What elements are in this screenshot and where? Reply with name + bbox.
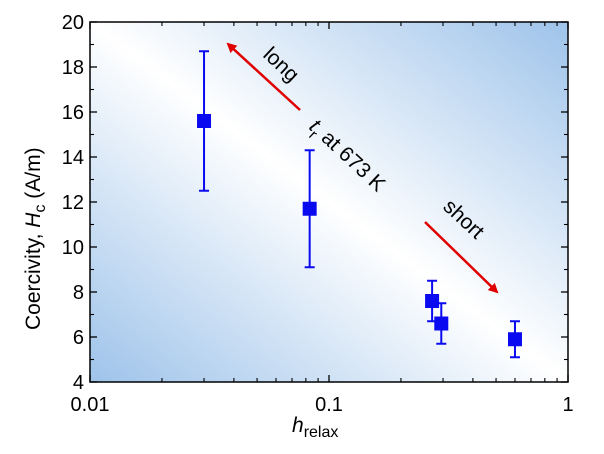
x-tick-labels: 0.01 0.1 1 — [71, 394, 574, 416]
y-tick-label: 6 — [73, 327, 84, 349]
y-tick-labels: 4 6 8 10 12 14 16 18 20 — [62, 12, 84, 394]
y-tick-label: 10 — [62, 237, 84, 259]
y-tick-label: 8 — [73, 282, 84, 304]
y-tick-label: 16 — [62, 102, 84, 124]
data-point-marker — [507, 332, 522, 347]
data-point-marker — [197, 114, 212, 128]
x-tick-label: 0.01 — [71, 394, 110, 416]
short-arrow — [424, 221, 499, 294]
y-axis-title-sub: c — [32, 205, 49, 213]
y-tick-label: 18 — [62, 57, 84, 79]
data-point-marker — [425, 294, 440, 308]
y-axis-title-main: Coercivity, — [22, 228, 45, 330]
y-tick-label: 14 — [62, 147, 84, 169]
x-axis-title-sub: relax — [304, 424, 339, 441]
long-arrow — [226, 42, 301, 111]
x-axis-title: hrelax — [292, 414, 338, 441]
data-points — [197, 50, 522, 359]
data-point-marker — [302, 201, 317, 216]
y-axis-title: Coercivity, Hc (A/m) — [22, 147, 49, 330]
y-tick-label: 12 — [62, 192, 84, 214]
y-axis-title-unit: (A/m) — [22, 147, 45, 204]
y-axis-title-italic: H — [22, 212, 45, 228]
x-tick-label: 0.1 — [315, 394, 343, 416]
x-tick-label: 1 — [562, 394, 573, 416]
y-tick-label: 20 — [62, 12, 84, 34]
data-point-marker — [434, 316, 449, 331]
plot-background — [90, 22, 568, 382]
plot-frame — [89, 21, 569, 383]
y-tick-label: 4 — [73, 372, 84, 394]
x-axis-title-main: h — [292, 414, 304, 437]
